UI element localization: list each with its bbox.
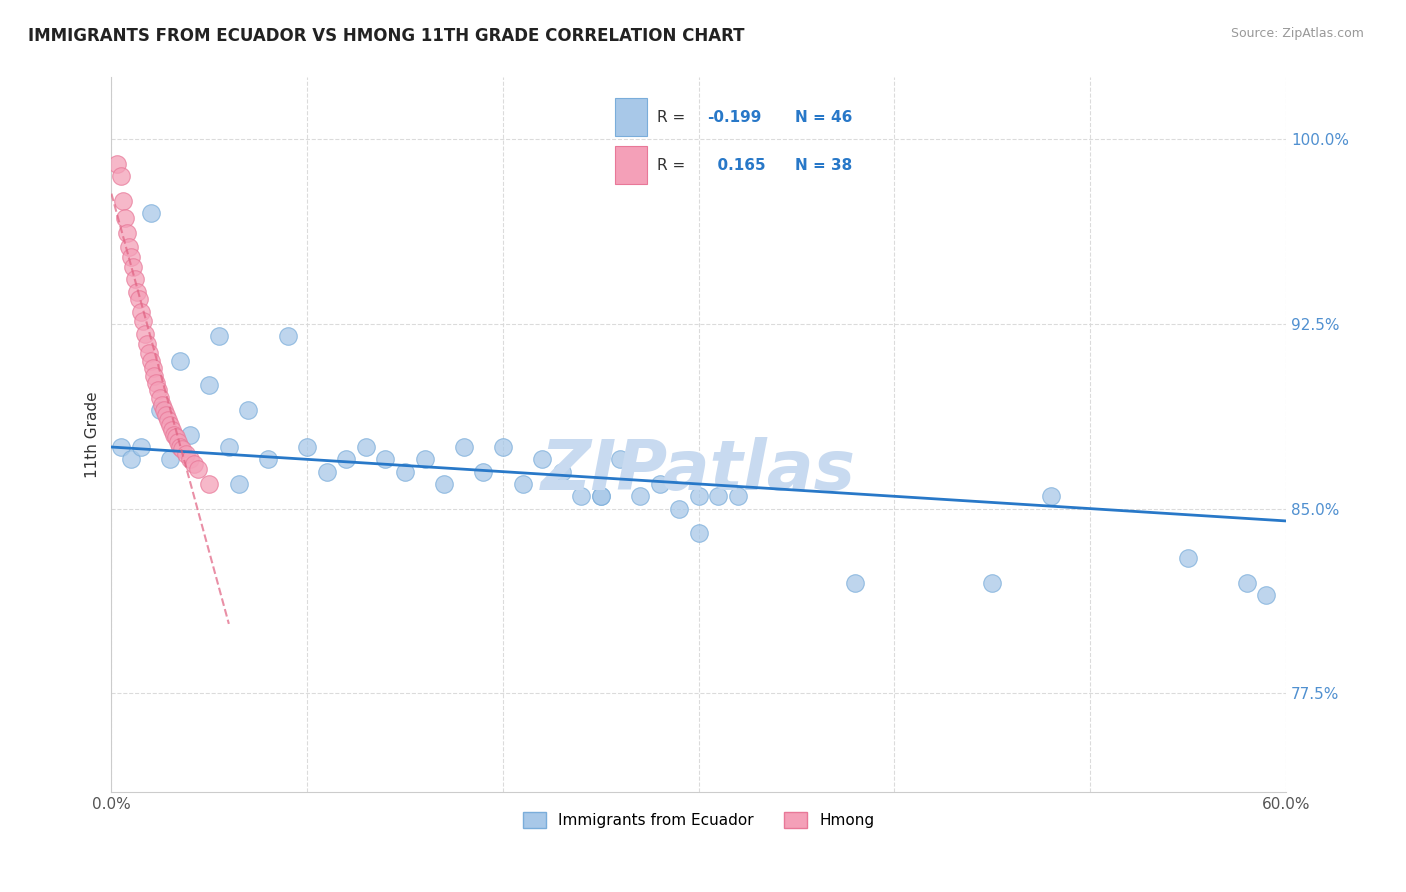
Point [531, 452, 554, 467]
Point [139, 353, 162, 368]
Point [110, 169, 132, 183]
Point [118, 240, 141, 254]
Point [160, 423, 183, 437]
Text: IMMIGRANTS FROM ECUADOR VS HMONG 11TH GRADE CORRELATION CHART: IMMIGRANTS FROM ECUADOR VS HMONG 11TH GR… [28, 27, 745, 45]
Point [668, 501, 690, 516]
Point [169, 440, 191, 454]
Point [208, 329, 231, 343]
Point [157, 413, 180, 427]
Point [155, 408, 177, 422]
Point [159, 452, 181, 467]
Point [707, 489, 730, 503]
Point [512, 477, 534, 491]
Point [228, 477, 250, 491]
Point [688, 526, 710, 541]
Point [129, 440, 152, 454]
Point [628, 489, 651, 503]
Point [589, 489, 612, 503]
Point [139, 206, 162, 220]
Point [492, 440, 515, 454]
Point [122, 260, 145, 275]
Point [550, 465, 572, 479]
Point [589, 489, 612, 503]
Point [128, 292, 150, 306]
Point [149, 403, 172, 417]
Point [120, 250, 142, 264]
Point [163, 427, 186, 442]
Point [167, 435, 190, 450]
Point [295, 440, 318, 454]
Point [129, 304, 152, 318]
Point [150, 398, 173, 412]
Point [187, 462, 209, 476]
Point [134, 326, 156, 341]
Point [112, 194, 135, 208]
Point [844, 575, 866, 590]
Point [124, 272, 146, 286]
Point [569, 489, 592, 503]
Point [148, 384, 170, 398]
Point [727, 489, 749, 503]
Point [433, 477, 456, 491]
Text: Source: ZipAtlas.com: Source: ZipAtlas.com [1230, 27, 1364, 40]
Point [688, 489, 710, 503]
Point [1236, 575, 1258, 590]
Point [981, 575, 1004, 590]
Point [198, 378, 221, 392]
Point [413, 452, 436, 467]
Point [105, 156, 128, 170]
Point [183, 457, 205, 471]
Legend: Immigrants from Ecuador, Hmong: Immigrants from Ecuador, Hmong [517, 806, 880, 834]
Point [170, 442, 193, 457]
Point [165, 430, 187, 444]
Y-axis label: 11th Grade: 11th Grade [86, 392, 100, 478]
Point [132, 314, 155, 328]
Point [648, 477, 671, 491]
Point [257, 452, 280, 467]
Point [169, 353, 191, 368]
Point [354, 440, 377, 454]
Point [143, 368, 166, 383]
Point [125, 285, 148, 299]
Point [174, 447, 197, 461]
Point [141, 361, 163, 376]
Point [135, 336, 157, 351]
Point [238, 403, 260, 417]
Point [120, 452, 142, 467]
Point [114, 211, 136, 225]
Point [179, 452, 201, 467]
Point [394, 465, 416, 479]
Point [609, 452, 631, 467]
Point [179, 427, 201, 442]
Point [198, 477, 221, 491]
Point [159, 417, 181, 432]
Point [335, 452, 357, 467]
Point [110, 440, 132, 454]
Point [153, 403, 176, 417]
Point [149, 391, 172, 405]
Point [115, 226, 138, 240]
Point [1256, 588, 1278, 602]
Point [472, 465, 495, 479]
Point [218, 440, 240, 454]
Point [374, 452, 396, 467]
Point [1177, 550, 1199, 565]
Point [1040, 489, 1063, 503]
Text: ZIPatlas: ZIPatlas [541, 437, 856, 504]
Point [145, 376, 167, 390]
Point [315, 465, 337, 479]
Point [453, 440, 475, 454]
Point [277, 329, 299, 343]
Point [138, 346, 160, 360]
